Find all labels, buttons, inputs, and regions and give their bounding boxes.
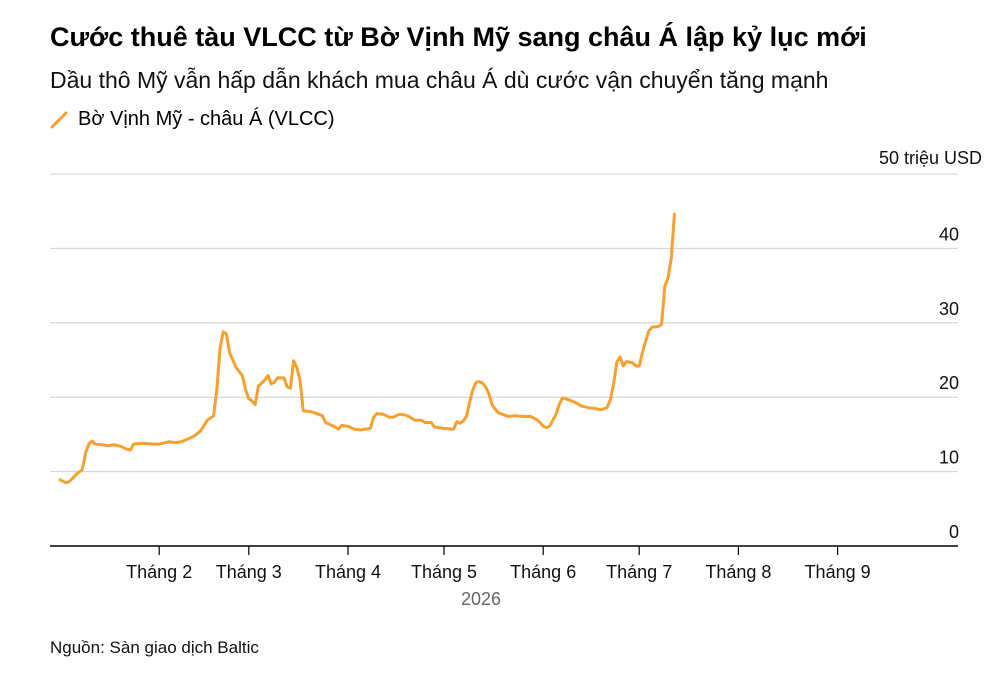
x-tick-label-7: Tháng 8 — [705, 562, 771, 582]
y-tick-label-30: 30 — [939, 299, 959, 319]
x-tick-label-2: Tháng 3 — [216, 562, 282, 582]
x-tick-label-3: Tháng 4 — [315, 562, 381, 582]
source-note: Nguồn: Sàn giao dịch Baltic — [50, 638, 259, 657]
y-axis-unit-label: 50 triệu USD — [879, 148, 982, 168]
y-tick-label-40: 40 — [939, 224, 959, 244]
y-tick-label-20: 20 — [939, 373, 959, 393]
y-tick-label-0: 0 — [949, 522, 959, 542]
x-tick-label-1: Tháng 2 — [126, 562, 192, 582]
x-axis-year-label: 2026 — [461, 589, 501, 609]
x-tick-label-6: Tháng 7 — [606, 562, 672, 582]
chart-subtitle: Dầu thô Mỹ vẫn hấp dẫn khách mua châu Á … — [50, 67, 829, 93]
x-tick-label-8: Tháng 9 — [805, 562, 871, 582]
legend-line-icon — [50, 111, 68, 128]
legend-label: Bờ Vịnh Mỹ - châu Á (VLCC) — [78, 108, 335, 130]
chart-title: Cước thuê tàu VLCC từ Bờ Vịnh Mỹ sang ch… — [50, 22, 867, 52]
series-line-1 — [58, 212, 676, 485]
x-tick-label-5: Tháng 6 — [510, 562, 576, 582]
legend: Bờ Vịnh Mỹ - châu Á (VLCC) — [50, 108, 335, 131]
y-tick-label-10: 10 — [939, 448, 959, 468]
x-tick-label-4: Tháng 5 — [411, 562, 477, 582]
